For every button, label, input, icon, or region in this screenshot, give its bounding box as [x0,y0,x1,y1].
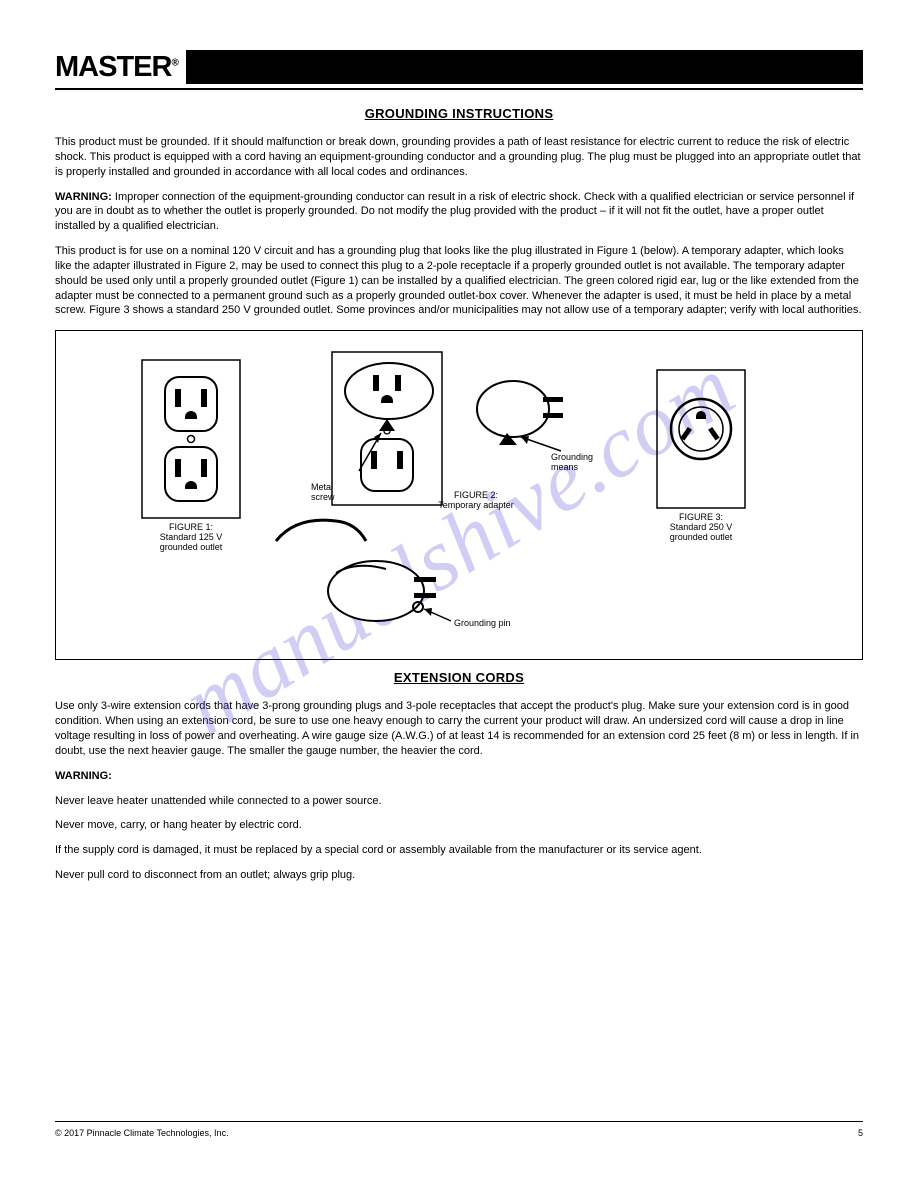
adapter-icon [471,371,581,461]
fig3-caption: FIGURE 3: Standard 250 Vgrounded outlet [651,513,751,543]
grounding-p3: This product is for use on a nominal 120… [55,244,863,318]
grounding-plug-icon [266,511,466,651]
grounding-means-label: Groundingmeans [551,453,611,473]
ext-warn-item-0: Never leave heater unattended while conn… [55,794,863,809]
brand-logo: MASTER® [55,51,186,84]
grounding-pin-label: Grounding pin [454,619,534,629]
extension-title: EXTENSION CORDS [55,670,863,685]
header: MASTER® [55,50,863,84]
fig3-bottom: Standard 250 Vgrounded outlet [651,523,751,543]
fig2-caption: FIGURE 2: Temporary adapter [421,491,531,511]
ext-warn-label: WARNING: [55,770,112,782]
ext-warn-item-3: Never pull cord to disconnect from an ou… [55,868,863,883]
extension-p1: Use only 3-wire extension cords that hav… [55,699,863,758]
warning-label: WARNING: [55,191,112,203]
warning-text: Improper connection of the equipment-gro… [55,191,854,233]
ext-warn-item-1: Never move, carry, or hang heater by ele… [55,818,863,833]
page: manualshive.com MASTER® GROUNDING INSTRU… [0,0,918,1188]
header-black-bar [186,50,863,84]
extension-warning-label: WARNING: [55,769,863,784]
grounding-p1: This product must be grounded. If it sho… [55,135,863,180]
fig1-caption: FIGURE 1: Standard 125 Vgrounded outlet [146,523,236,553]
grounding-warning: WARNING: Improper connection of the equi… [55,190,863,235]
footer-rule [55,1121,863,1122]
outlet-250v-icon [656,369,746,509]
grounding-title: GROUNDING INSTRUCTIONS [55,106,863,121]
metal-screw-label: Metalscrew [311,483,366,503]
brand-name: MASTER [55,51,171,83]
figure-box: FIGURE 1: Standard 125 Vgrounded outlet … [55,330,863,660]
footer-copyright: © 2017 Pinnacle Climate Technologies, In… [55,1128,229,1138]
footer-page-number: 5 [858,1128,863,1138]
outlet-125v-icon [141,359,241,519]
fig2-bottom: Temporary adapter [421,501,531,511]
footer: © 2017 Pinnacle Climate Technologies, In… [55,1121,863,1138]
footer-row: © 2017 Pinnacle Climate Technologies, In… [55,1128,863,1138]
fig1-bottom: Standard 125 Vgrounded outlet [146,533,236,553]
ext-warn-item-2: If the supply cord is damaged, it must b… [55,843,863,858]
brand-reg: ® [171,57,177,68]
header-underline [55,88,863,90]
